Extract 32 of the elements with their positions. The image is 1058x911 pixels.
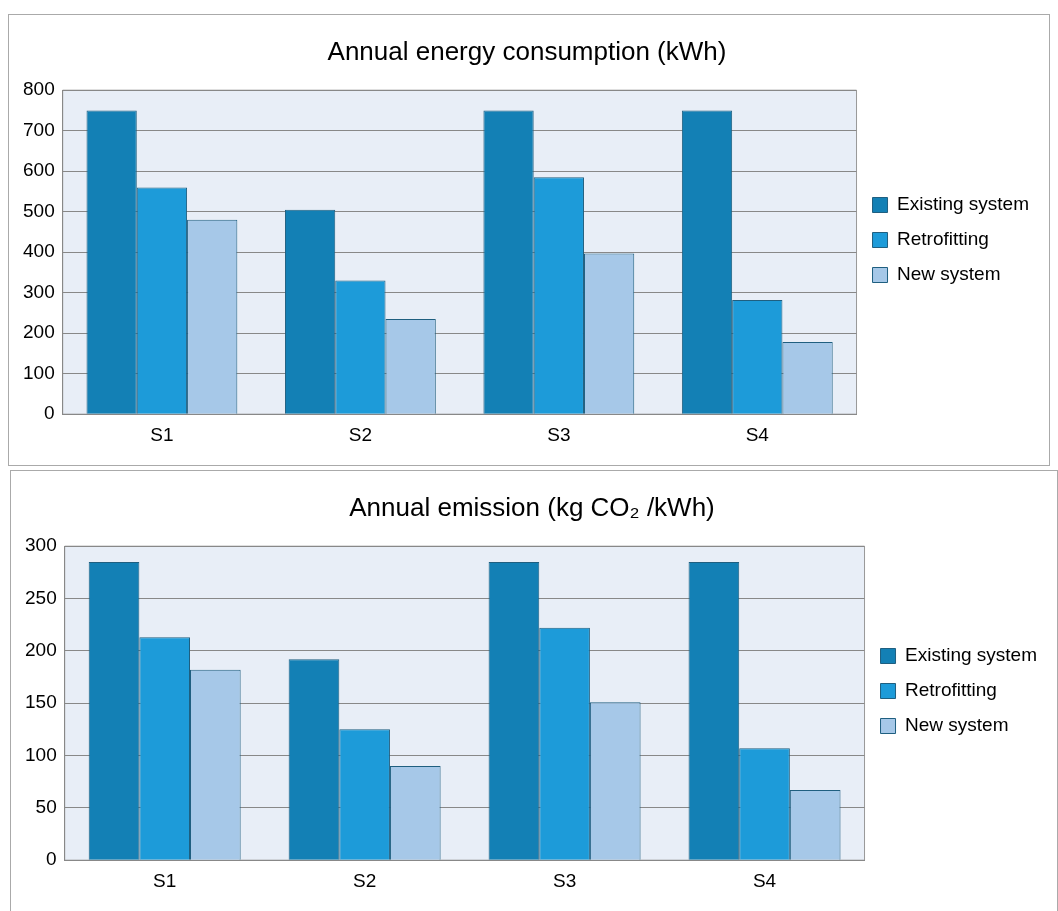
y-tick-label: 200 <box>23 321 55 343</box>
y-tick-label: 150 <box>25 691 57 713</box>
x-tick-label: S4 <box>745 423 770 445</box>
legend-label: New system <box>897 263 1001 285</box>
x-tick-label: S3 <box>547 423 571 445</box>
legend-label: Existing system <box>905 644 1037 666</box>
y-tick-label: 600 <box>23 159 55 181</box>
x-tick-label: S2 <box>348 423 373 445</box>
y-tick-label: 0 <box>44 402 55 424</box>
y-tick-label: 500 <box>23 199 55 221</box>
y-tick-label: 800 <box>23 78 55 100</box>
x-tick-label: S4 <box>752 869 777 891</box>
x-tick-label: S2 <box>353 869 377 891</box>
x-tick-label: S1 <box>153 869 177 891</box>
legend-label: New system <box>905 714 1009 736</box>
legend-label: Retrofitting <box>905 679 997 701</box>
chart-title: Annual energy consumption (kWh) <box>327 35 727 66</box>
y-tick-label: 400 <box>23 240 55 262</box>
y-tick-label: 200 <box>25 639 57 661</box>
y-tick-label: 300 <box>23 280 55 302</box>
x-tick-label: S3 <box>552 869 577 891</box>
y-tick-label: 700 <box>23 118 55 140</box>
x-tick-label: S1 <box>150 423 174 445</box>
y-tick-label: 250 <box>25 586 57 608</box>
chart-title: Annual emission (kg CO₂ /kWh) <box>349 491 715 522</box>
legend-label: Existing system <box>897 193 1029 215</box>
y-tick-label: 0 <box>46 848 57 870</box>
y-tick-label: 100 <box>23 361 55 383</box>
y-tick-label: 100 <box>25 743 57 765</box>
legend-label: Retrofitting <box>897 228 989 250</box>
y-tick-label: 50 <box>35 796 57 818</box>
y-tick-label: 300 <box>25 534 57 556</box>
